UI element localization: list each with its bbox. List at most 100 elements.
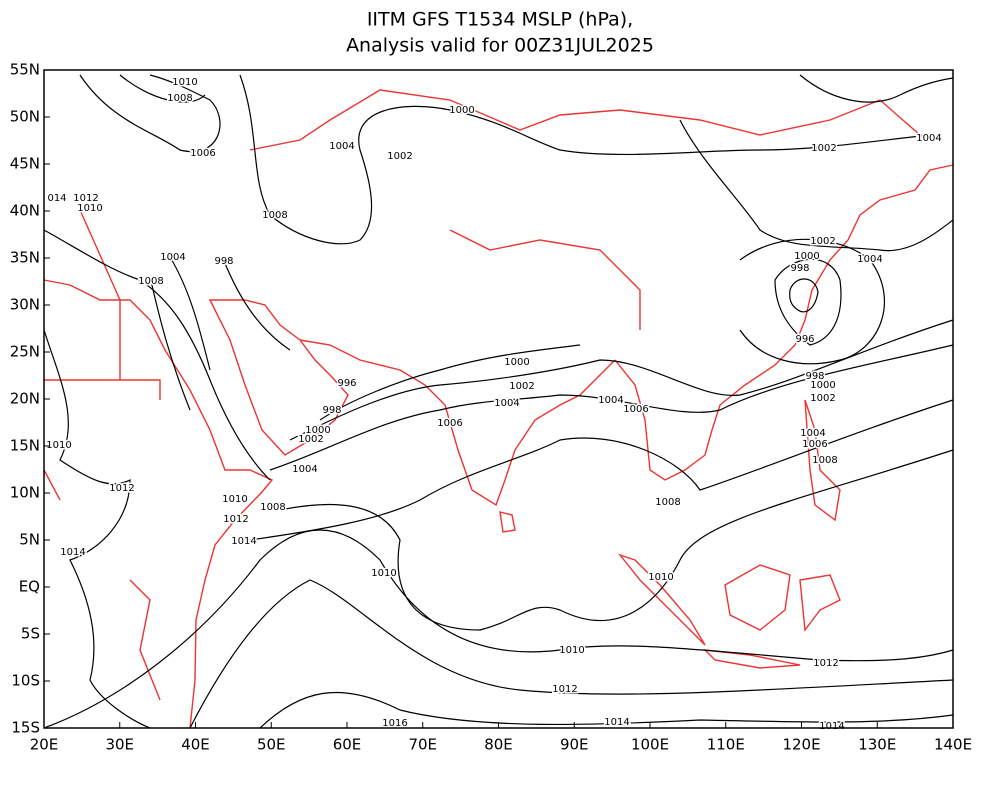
isobar [774,258,842,346]
y-tick-label: 5N [19,531,40,549]
y-tick-label: 10N [10,484,40,502]
contour-label: 1008 [260,502,285,513]
contour-label: 1014 [60,547,85,558]
contour-label: 1006 [437,418,462,429]
contour-label: 1000 [305,425,330,436]
y-tick-label: 25N [10,343,40,361]
isobars [43,74,954,729]
contour-label: 1002 [298,434,323,445]
contour-label: 1010 [77,203,102,214]
contour-label: 1010 [222,494,247,505]
y-tick-label: 40N [10,202,40,220]
y-tick-label: EQ [19,578,40,596]
contour-label: 1004 [800,428,825,439]
isobar [319,344,581,421]
contour-label: 1006 [623,404,648,415]
x-tick-label: 40E [181,736,210,754]
x-tick-label: 100E [631,736,669,754]
contour-label: 998 [322,405,341,416]
isobar [789,278,819,313]
title-line: IITM GFS T1534 MSLP (hPa), [367,9,633,31]
contour-label: 1010 [172,77,197,88]
coastline [804,399,841,522]
contour-label: 1010 [648,572,673,583]
contour-label: 998 [805,371,824,382]
coastline [614,164,954,481]
title-line: Analysis valid for 00Z31JUL2025 [346,35,654,57]
contour-label: 1002 [509,381,534,392]
contour-label: 1008 [167,93,192,104]
contour-label: 1014 [819,721,844,732]
contour-label: 1000 [504,357,529,368]
x-tick-label: 50E [257,736,286,754]
y-tick-label: 15S [11,719,40,737]
y-tick-label: 55N [10,61,40,79]
coastline [43,279,274,729]
x-tick-label: 120E [782,736,820,754]
y-tick-label: 10S [11,672,40,690]
contour-label: 1010 [559,645,584,656]
contour-label: 1010 [371,568,396,579]
contour-label: 1006 [802,439,827,450]
contour-label: 1000 [810,380,835,391]
y-tick-label: 15N [10,437,40,455]
contour-label: 1004 [292,464,317,475]
x-tick-label: 60E [333,736,362,754]
x-tick-label: 30E [105,736,134,754]
isobar [269,344,954,471]
coastline [499,511,516,533]
coastline [724,564,791,631]
isobar [289,319,954,441]
isobar [189,579,954,729]
contour-label: 1012 [223,514,248,525]
contour-label: 1008 [812,455,837,466]
x-tick-label: 20E [30,736,59,754]
coastline [703,649,801,669]
coastlines [43,89,954,729]
contour-label: 1002 [387,151,412,162]
contour-label: 1014 [604,717,629,728]
y-tick-label: 5S [21,625,40,643]
coastline [208,299,349,456]
contour-label: 1004 [329,141,354,152]
contour-label: 1002 [811,143,836,154]
coastline [299,339,616,507]
contour-label: 1008 [138,276,163,287]
contour-label: 1000 [449,105,474,116]
contour-label: 1010 [46,440,71,451]
isobar [43,329,151,729]
y-tick-label: 45N [10,155,40,173]
contour-label: 014 [47,193,66,204]
contour-label: 1008 [655,497,680,508]
isobar [43,229,271,481]
isobar [259,691,954,729]
contour-label: 1002 [810,236,835,247]
isobar [679,119,954,252]
y-tick-label: 35N [10,249,40,267]
y-tick-label: 50N [10,108,40,126]
contour-label: 1012 [73,193,98,204]
isobar [150,256,291,411]
contour-label: 1004 [494,398,519,409]
contour-label: 996 [795,334,814,345]
y-tick-label: 20N [10,390,40,408]
isobar [79,74,221,153]
contour-label: 1012 [552,684,577,695]
contour-label: 1016 [382,718,407,729]
contour-label: 1006 [190,148,215,159]
x-tick-label: 140E [934,736,972,754]
x-tick-label: 130E [858,736,896,754]
isobar [249,399,954,541]
x-tick-label: 110E [707,736,745,754]
isobar [43,529,954,729]
contour-label: 1012 [109,483,134,494]
contour-label: 1004 [857,254,882,265]
contour-label: 1014 [231,536,256,547]
isobar [799,74,954,103]
x-tick-label: 70E [408,736,437,754]
y-tick-label: 30N [10,296,40,314]
contour-label: 1000 [794,251,819,262]
x-tick-label: 80E [484,736,513,754]
